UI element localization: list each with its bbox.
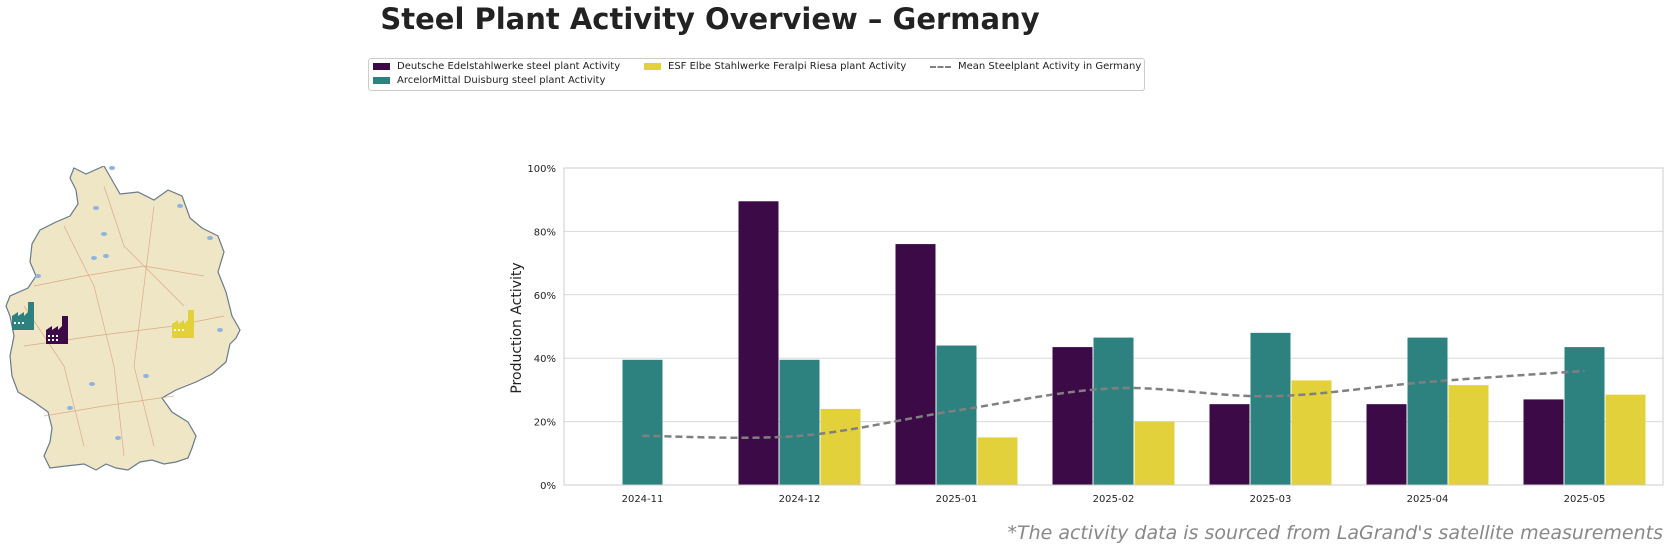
bar-esf — [1291, 380, 1332, 485]
legend-item-deutsche: Deutsche Edelstahlwerke steel plant Acti… — [373, 61, 620, 72]
bar-deutsche — [1523, 399, 1564, 485]
x-tick-label: 2024-12 — [779, 494, 821, 505]
bar-esf — [977, 437, 1018, 485]
bar-esf — [1448, 385, 1489, 485]
legend-swatch-mean — [930, 65, 951, 68]
legend-label-arcelor: ArcelorMittal Duisburg steel plant Activ… — [397, 75, 606, 86]
bars-layer — [622, 201, 1646, 485]
axis-layer: 0% 20% 40% 60% 80% 100% 2024-11 2024-12 2025-01 2… — [527, 164, 1664, 505]
bar-deutsche — [1209, 404, 1250, 485]
legend-label-mean: Mean Steelplant Activity in Germany — [958, 61, 1142, 72]
y-tick-label: 80% — [534, 227, 556, 238]
bar-deutsche — [738, 201, 779, 485]
bar-arcelor — [1250, 332, 1291, 485]
y-tick-label: 40% — [534, 354, 556, 365]
x-tick-label: 2025-03 — [1250, 494, 1292, 505]
bar-deutsche — [1052, 347, 1093, 485]
legend-item-mean: Mean Steelplant Activity in Germany — [930, 61, 1141, 72]
x-tick-label: 2024-11 — [622, 494, 664, 505]
legend-item-esf: ESF Elbe Stahlwerke Feralpi Riesa plant … — [644, 61, 906, 72]
factory-icon-arcelor — [12, 302, 34, 330]
mean-line-layer — [642, 369, 1585, 439]
bar-esf — [820, 408, 861, 485]
mean-line — [642, 369, 1585, 439]
legend-swatch-deutsche — [373, 63, 390, 70]
plot-frame — [563, 167, 1664, 486]
bar-esf — [1605, 394, 1646, 485]
bar-arcelor — [779, 359, 820, 485]
y-tick-label: 100% — [527, 164, 556, 175]
x-tick-label: 2025-01 — [936, 494, 978, 505]
bar-deutsche — [895, 244, 936, 485]
bar-esf — [1134, 421, 1175, 485]
footnote: *The activity data is sourced from LaGra… — [1007, 522, 1663, 544]
y-axis-label: Production Activity — [509, 262, 525, 393]
bar-arcelor — [1407, 337, 1448, 485]
bar-arcelor — [936, 345, 977, 485]
germany-map — [5, 166, 241, 471]
legend-item-arcelor: ArcelorMittal Duisburg steel plant Activ… — [373, 75, 605, 86]
legend: Deutsche Edelstahlwerke steel plant Acti… — [368, 58, 1145, 91]
legend-label-esf: ESF Elbe Stahlwerke Feralpi Riesa plant … — [668, 61, 907, 72]
x-tick-label: 2025-04 — [1407, 494, 1449, 505]
map-water — [35, 166, 223, 440]
x-tick-label: 2025-02 — [1093, 494, 1135, 505]
germany-outline — [5, 166, 241, 471]
bar-arcelor — [622, 359, 663, 485]
y-tick-label: 60% — [534, 291, 556, 302]
chart-title: Steel Plant Activity Overview – Germany — [380, 2, 1040, 36]
legend-swatch-esf — [644, 63, 661, 70]
y-tick-label: 0% — [540, 481, 556, 492]
bar-arcelor — [1564, 347, 1605, 485]
factory-icon-esf — [172, 310, 194, 338]
bar-arcelor — [1093, 337, 1134, 485]
bar-deutsche — [1366, 404, 1407, 485]
y-tick-label: 20% — [534, 418, 556, 429]
factory-icon-deutsche — [46, 316, 68, 344]
x-tick-label: 2025-05 — [1564, 494, 1606, 505]
legend-label-deutsche: Deutsche Edelstahlwerke steel plant Acti… — [397, 61, 621, 72]
legend-swatch-arcelor — [373, 77, 390, 84]
map-roads — [23, 185, 225, 457]
